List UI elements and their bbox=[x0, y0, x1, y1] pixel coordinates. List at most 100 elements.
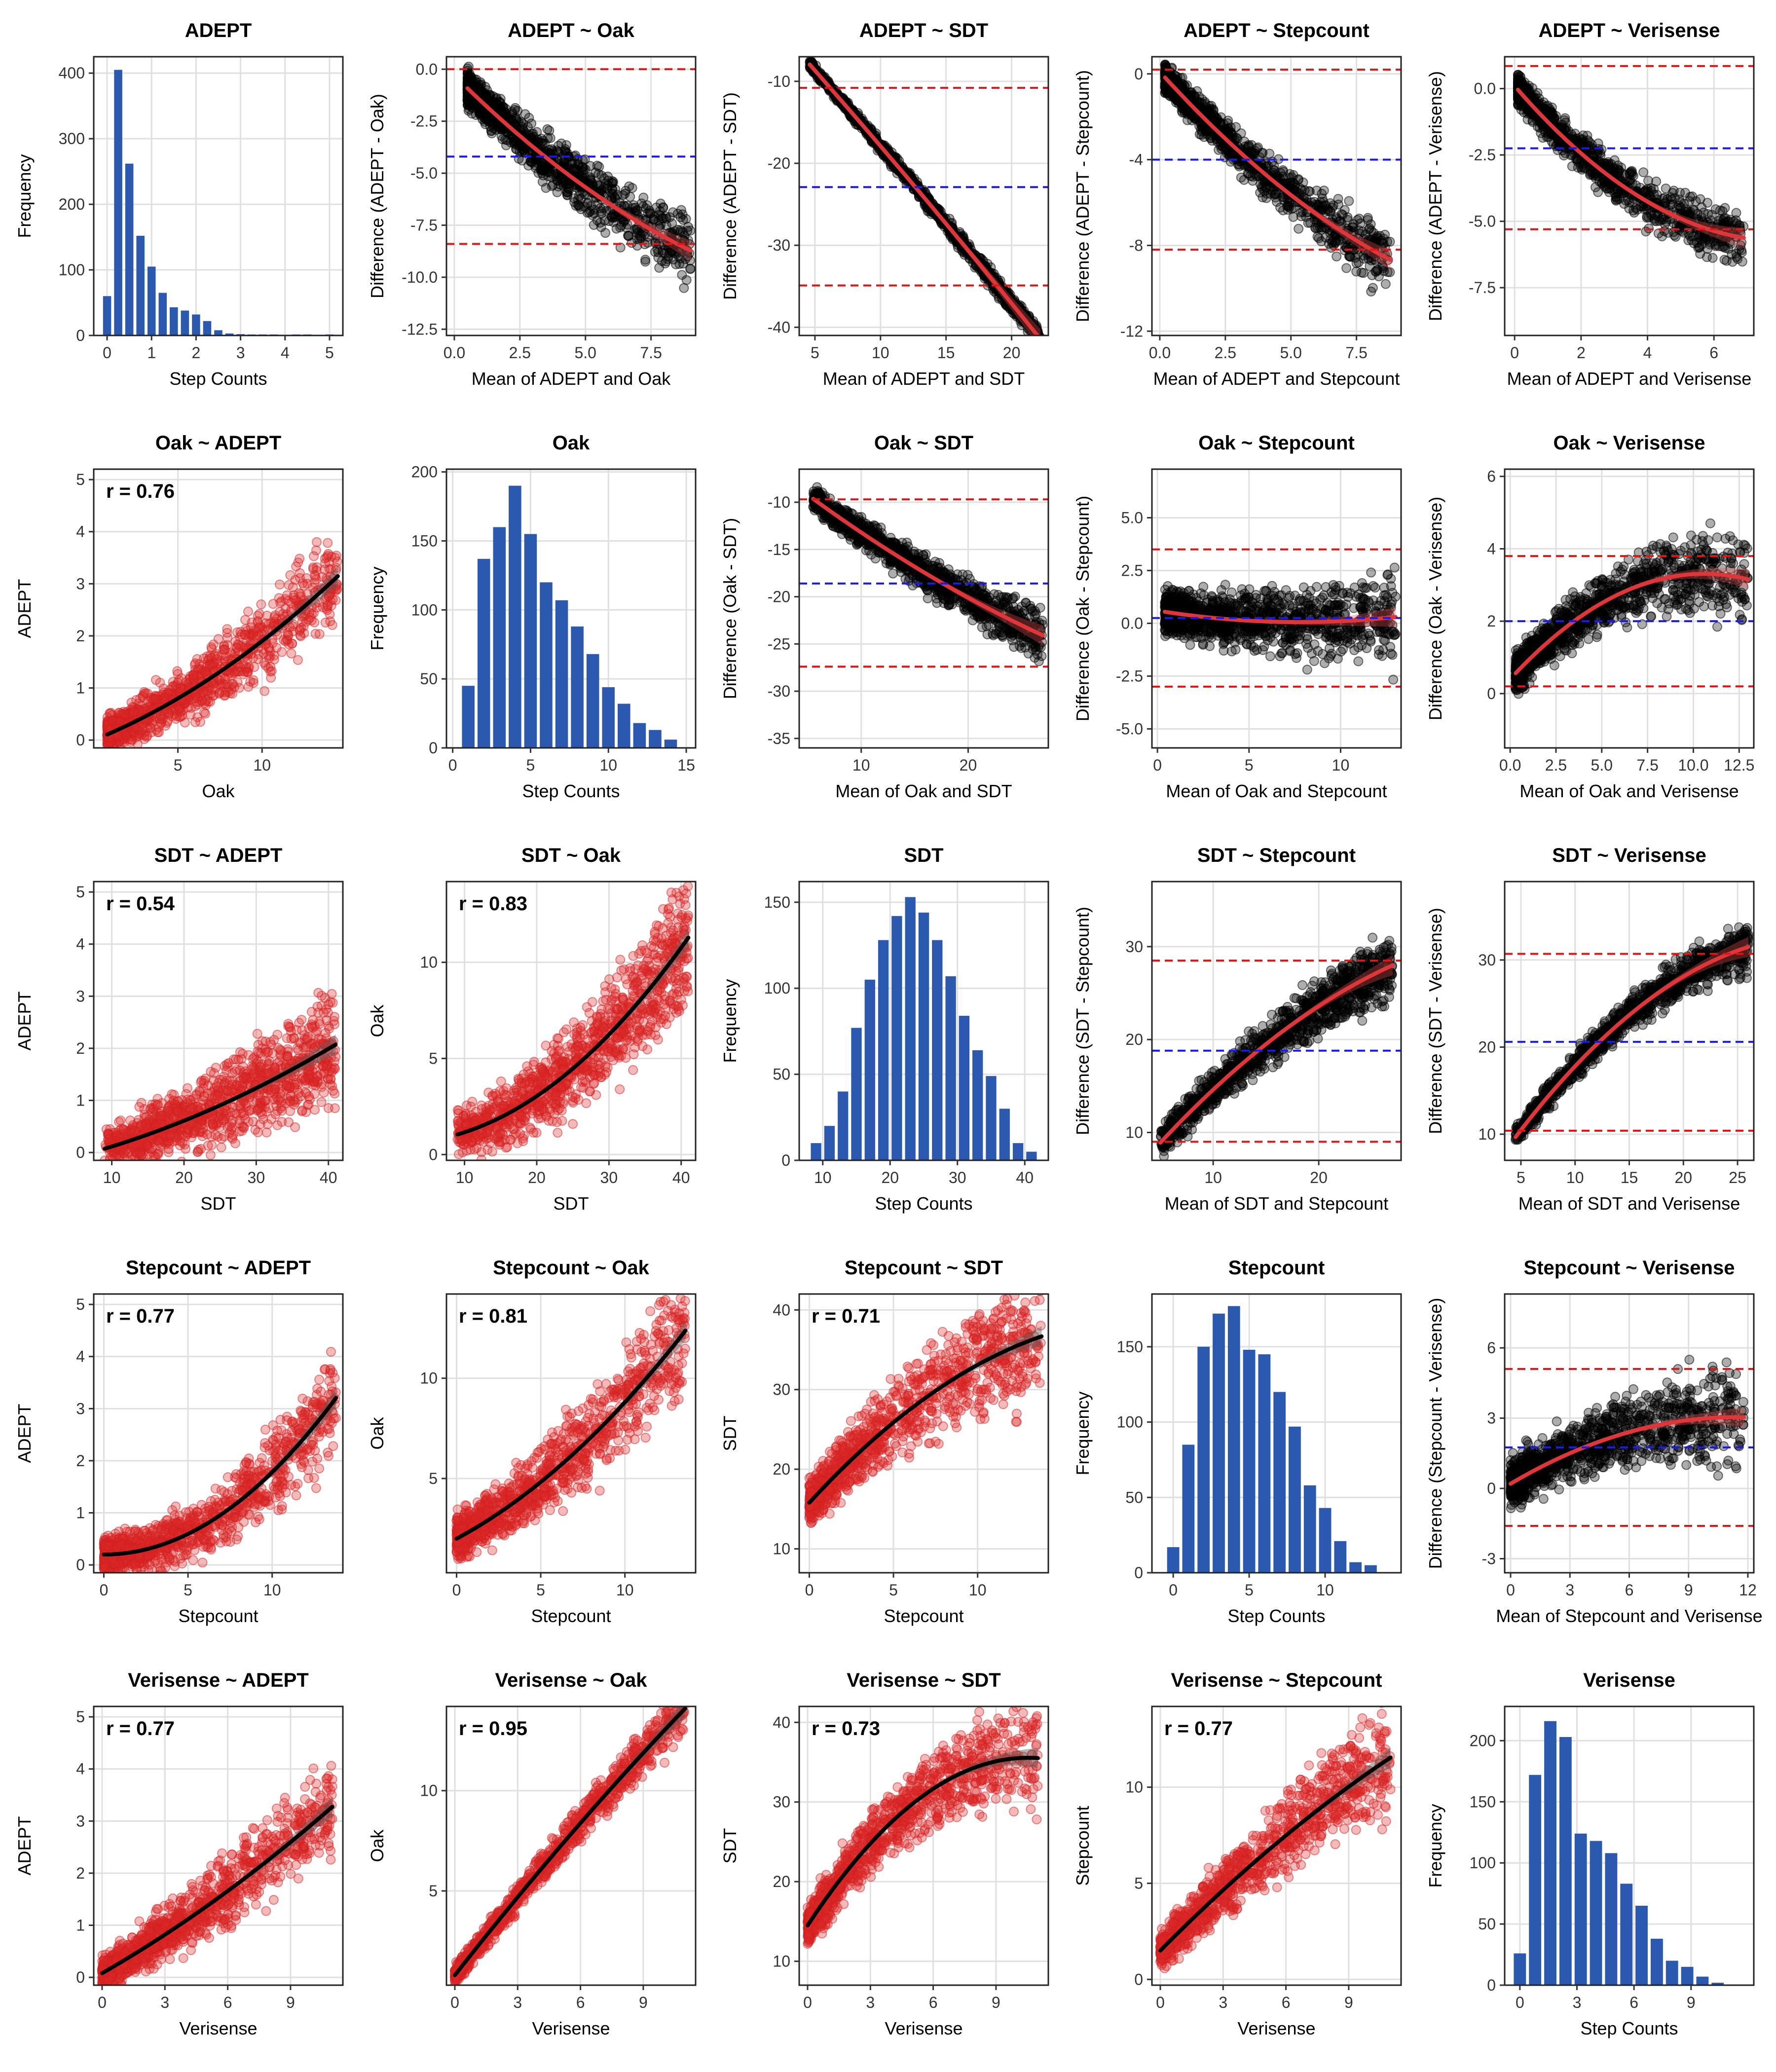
data-point bbox=[656, 198, 666, 209]
y-tick-label: 0.0 bbox=[1474, 80, 1496, 98]
data-point bbox=[1033, 339, 1041, 348]
hist-bar bbox=[114, 70, 122, 335]
data-point bbox=[1167, 63, 1177, 73]
data-point bbox=[645, 208, 656, 219]
data-point bbox=[630, 206, 641, 216]
hist-bar bbox=[158, 293, 167, 335]
x-axis-label: Mean of ADEPT and Verisense bbox=[1507, 369, 1752, 389]
data-point bbox=[592, 160, 602, 171]
data-point bbox=[1177, 78, 1187, 89]
data-point bbox=[678, 215, 688, 225]
data-point bbox=[1199, 132, 1209, 142]
data-point bbox=[243, 606, 253, 617]
data-point bbox=[660, 259, 670, 269]
data-point bbox=[536, 157, 547, 168]
data-point bbox=[1216, 112, 1226, 122]
x-tick-label: 0.0 bbox=[1149, 344, 1171, 362]
hist-bar bbox=[170, 307, 178, 335]
x-axis-label: Mean of ADEPT and Oak bbox=[472, 369, 671, 389]
scatter-points bbox=[1160, 59, 1395, 296]
x-tick-label: 4 bbox=[281, 344, 290, 362]
data-point bbox=[513, 106, 523, 116]
data-point bbox=[1661, 184, 1671, 194]
data-point bbox=[596, 222, 606, 232]
data-point bbox=[1702, 197, 1713, 208]
data-point bbox=[624, 181, 634, 191]
data-point bbox=[585, 161, 595, 171]
x-tick-label: 15 bbox=[937, 344, 955, 362]
data-point bbox=[1710, 239, 1721, 250]
data-point bbox=[1650, 216, 1660, 226]
data-point bbox=[561, 180, 571, 190]
panel-title: ADEPT bbox=[185, 20, 252, 41]
data-point bbox=[525, 130, 535, 141]
data-point bbox=[1657, 231, 1667, 242]
scatter-points bbox=[102, 537, 342, 748]
data-point bbox=[1688, 231, 1698, 242]
data-point bbox=[1357, 226, 1368, 237]
x-tick-label: 5 bbox=[325, 344, 334, 362]
data-point bbox=[609, 192, 620, 203]
data-point bbox=[610, 211, 621, 222]
data-point bbox=[675, 227, 686, 237]
data-point bbox=[1258, 148, 1268, 158]
x-tick-label: 5.0 bbox=[1280, 344, 1301, 362]
data-point bbox=[469, 79, 480, 90]
x-tick-label: 2.5 bbox=[509, 344, 531, 362]
hist-bar bbox=[192, 314, 200, 335]
x-tick-label: 20 bbox=[1003, 344, 1021, 362]
y-tick-label: 200 bbox=[59, 195, 85, 213]
data-point bbox=[1370, 266, 1381, 277]
data-point bbox=[1036, 335, 1044, 344]
panel-title: ADEPT ~ Stepcount bbox=[1184, 20, 1369, 41]
data-point bbox=[653, 247, 664, 258]
data-point bbox=[679, 283, 689, 293]
hist-bar bbox=[103, 296, 111, 335]
data-point bbox=[1559, 124, 1570, 135]
data-point bbox=[524, 112, 534, 123]
data-point bbox=[661, 214, 671, 224]
data-point bbox=[678, 259, 688, 269]
data-point bbox=[552, 187, 562, 197]
data-point bbox=[518, 119, 528, 129]
data-point bbox=[1687, 191, 1698, 202]
data-point bbox=[1710, 204, 1721, 215]
x-tick-label: 2 bbox=[192, 344, 201, 362]
y-tick-label: 0 bbox=[76, 327, 85, 344]
y-tick-label: -30 bbox=[768, 236, 790, 254]
data-point bbox=[1693, 243, 1703, 253]
data-point bbox=[256, 599, 266, 610]
data-point bbox=[1355, 218, 1366, 228]
data-point bbox=[1638, 167, 1649, 178]
data-point bbox=[1382, 267, 1393, 277]
panel-title: Oak ~ ADEPT bbox=[155, 432, 281, 454]
y-tick-label: 400 bbox=[59, 64, 85, 82]
data-point bbox=[1382, 237, 1392, 247]
x-tick-label: 3 bbox=[236, 344, 245, 362]
data-point bbox=[491, 99, 502, 110]
data-point bbox=[1640, 186, 1651, 196]
data-point bbox=[556, 138, 566, 148]
data-point bbox=[589, 220, 599, 230]
data-point bbox=[312, 537, 322, 547]
y-axis-label: Difference (ADEPT - Verisense) bbox=[1425, 71, 1445, 321]
data-point bbox=[1733, 254, 1743, 264]
data-point bbox=[1208, 104, 1219, 114]
y-tick-label: -2.5 bbox=[410, 112, 438, 130]
data-point bbox=[672, 209, 683, 219]
data-point bbox=[480, 90, 490, 101]
data-point bbox=[1595, 148, 1605, 158]
y-tick-label: -12 bbox=[1120, 322, 1143, 340]
hist-bar bbox=[147, 266, 156, 335]
x-tick-label: 4 bbox=[1643, 344, 1652, 362]
data-point bbox=[1720, 213, 1731, 223]
hist-bar bbox=[203, 321, 212, 335]
data-point bbox=[543, 171, 554, 182]
data-point bbox=[1542, 106, 1552, 116]
data-point bbox=[1535, 123, 1545, 133]
